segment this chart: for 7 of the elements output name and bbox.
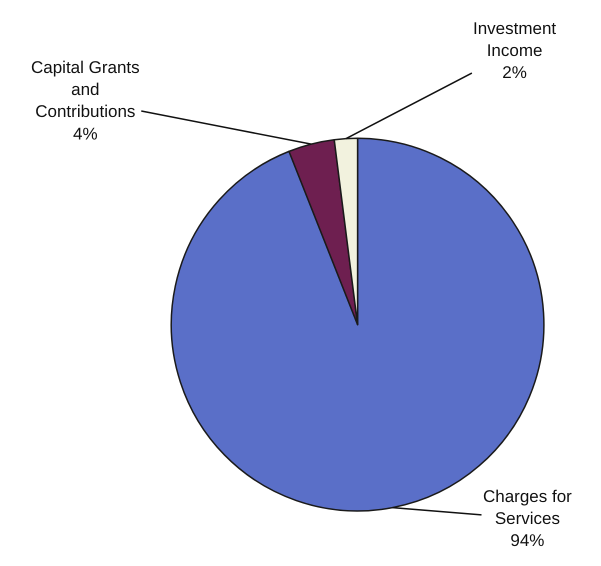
data-label: 2% (502, 63, 527, 82)
data-label: 94% (510, 531, 544, 550)
slice-label: Investment Income (473, 19, 556, 60)
pie-slice (170, 138, 545, 512)
slice-label: Capital Grants and Contributions (31, 58, 140, 122)
slice-label: Charges for Services (483, 487, 572, 528)
data-label: 4% (73, 124, 98, 144)
